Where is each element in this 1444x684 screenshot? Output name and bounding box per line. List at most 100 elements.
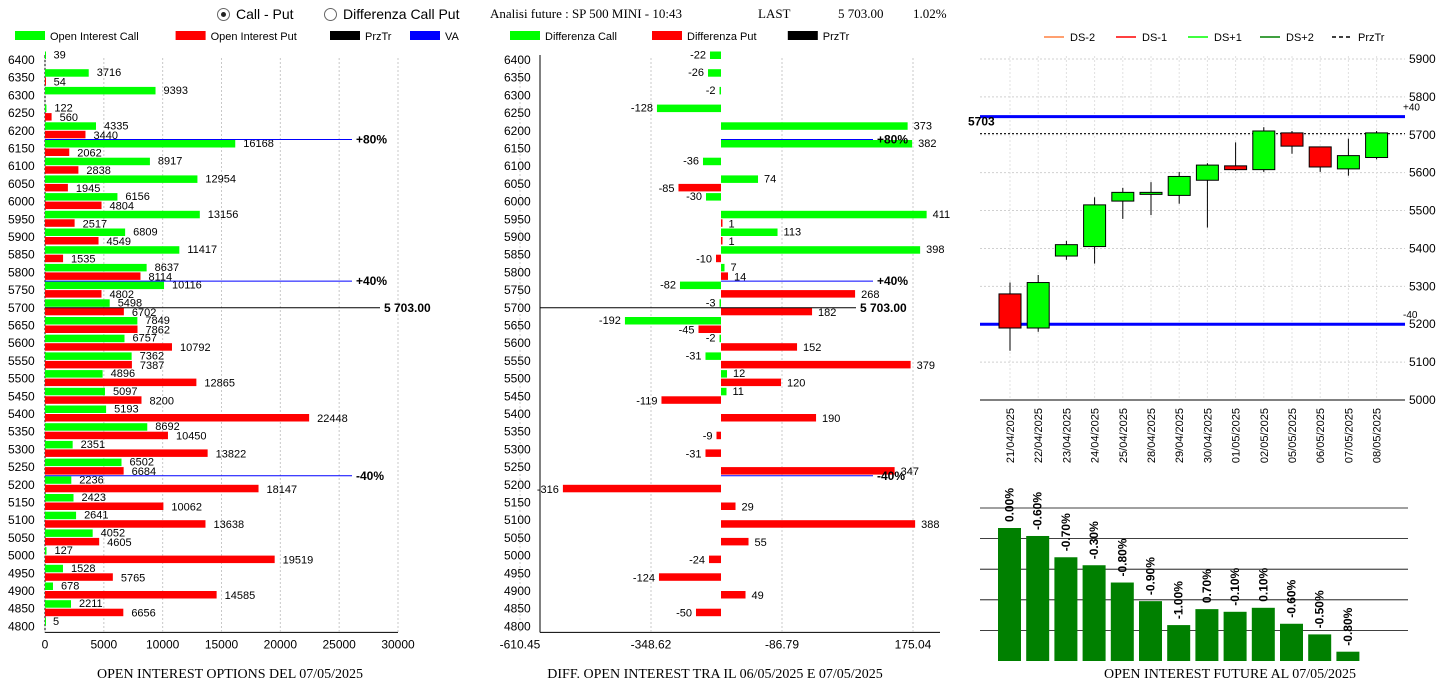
call-bar — [45, 228, 126, 236]
y-tick-label: 5150 — [504, 496, 531, 510]
y-tick-label: 5700 — [8, 301, 35, 315]
y-tick-label: 5250 — [8, 460, 35, 474]
diff-call-label: -36 — [683, 156, 699, 168]
last-label: LAST — [758, 6, 791, 21]
call-bar — [45, 387, 105, 396]
put-bar — [45, 219, 75, 227]
diff-call-label: -26 — [688, 67, 704, 79]
y-tick-label: 5650 — [8, 319, 35, 333]
diff-call-label: -2 — [706, 333, 716, 345]
legend-swatch — [652, 31, 682, 40]
y-tick-label: 5000 — [8, 549, 35, 563]
put-bar — [45, 537, 100, 546]
y-tick-label: 5950 — [504, 212, 531, 226]
y-tick-label: 4950 — [8, 566, 35, 580]
y-tick-label: 5550 — [8, 354, 35, 368]
oi-future-bar — [1026, 535, 1050, 661]
y-tick-label: 6400 — [8, 53, 35, 67]
call-bar — [45, 104, 47, 113]
y-tick-label: 5050 — [8, 531, 35, 545]
put-value-label: 3440 — [93, 130, 117, 142]
call-bar — [45, 370, 103, 378]
oi-future-label: -0.60% — [1031, 492, 1045, 530]
future-candlestick-chart: DS-2 DS-1 DS+1 DS+2 PrzTr 5000 5100 5200 5300 540… — [968, 32, 1436, 463]
legend-label: DS-1 — [1142, 32, 1167, 44]
diff-call-bar — [705, 352, 721, 360]
top-bar: Call - Put Differenza Call Put Analisi f… — [0, 0, 1444, 28]
diff-put-bar — [705, 449, 721, 457]
legend-label: DS+1 — [1214, 32, 1242, 44]
call-bar — [45, 157, 150, 166]
call-value-label: 8637 — [155, 262, 179, 274]
radio-call-put[interactable]: Call - Put — [217, 6, 294, 22]
x-tick-label: 21/04/2025 — [1005, 408, 1017, 463]
y-tick-label: 5200 — [504, 478, 531, 492]
x-tick-label: 22/04/2025 — [1033, 408, 1045, 463]
oi-future-bar — [1223, 611, 1247, 661]
diff-put-bar — [721, 219, 723, 227]
x-tick-label: -610.45 — [500, 637, 541, 651]
call-value-label: 678 — [61, 581, 79, 593]
diff-put-bar — [678, 183, 721, 192]
diff-put-label: 120 — [787, 378, 805, 390]
y-tick-label: 5750 — [8, 283, 35, 297]
radio-difference[interactable]: Differenza Call Put — [324, 6, 459, 22]
diff-put-bar — [721, 591, 746, 599]
y-tick-label: 5500 — [504, 372, 531, 386]
y-tick-label: 5450 — [8, 389, 35, 403]
diff-call-label: -22 — [690, 50, 706, 62]
diff-put-label: -85 — [659, 183, 675, 195]
diff-put-bar — [721, 378, 782, 387]
diff-put-label: 347 — [901, 466, 919, 478]
put-value-label: 10062 — [171, 502, 202, 514]
put-bar — [45, 113, 52, 121]
diff-put-label: -24 — [689, 555, 705, 567]
y-tick-label: 6150 — [8, 142, 35, 156]
legend-label: PrzTr — [1358, 32, 1385, 44]
x-tick-label: 07/05/2025 — [1343, 408, 1355, 463]
put-bar — [45, 414, 310, 422]
put-bar — [45, 555, 275, 564]
put-value-label: 18147 — [267, 484, 298, 496]
y-tick-label: 6300 — [504, 88, 531, 102]
oi-future-bar — [1139, 601, 1162, 661]
call-bar — [45, 476, 72, 484]
put-value-label: 2062 — [77, 148, 101, 160]
diff-call-bar — [721, 370, 728, 378]
call-value-label: 2351 — [81, 439, 105, 451]
diff-call-bar — [721, 246, 921, 254]
y-tick-label: 5300 — [1409, 279, 1436, 293]
oi-future-bar — [1336, 651, 1360, 661]
diff-put-bar — [721, 360, 911, 369]
diff-put-label: -10 — [696, 254, 712, 266]
call-bar — [45, 299, 110, 307]
diff-call-label: 373 — [914, 120, 932, 132]
annotation-label: -40% — [356, 469, 384, 483]
call-value-label: 13156 — [208, 209, 239, 221]
put-value-label: 22448 — [317, 413, 348, 425]
oi-future-bar — [1280, 623, 1303, 661]
diff-put-label: -50 — [676, 608, 692, 620]
call-bar — [45, 317, 138, 325]
radio-difference-label: Differenza Call Put — [343, 6, 460, 22]
put-value-label: 8114 — [148, 271, 172, 283]
call-value-label: 1528 — [71, 563, 95, 575]
put-value-label: 6702 — [132, 307, 156, 319]
diff-call-label: 411 — [933, 209, 951, 221]
radio-empty-icon — [324, 7, 337, 21]
y-tick-label: 5850 — [8, 248, 35, 262]
call-value-label: 6502 — [130, 457, 154, 469]
options-chart-title: OPEN INTEREST OPTIONS DEL 07/05/2025 — [97, 667, 363, 682]
y-tick-label: 4950 — [504, 566, 531, 580]
diff-put-label: -119 — [636, 395, 657, 407]
call-value-label: 39 — [53, 50, 65, 62]
put-value-label: 6684 — [132, 466, 156, 478]
put-bar — [45, 360, 132, 369]
analysis-label: Analisi future : SP 500 MINI - 10:43 — [490, 6, 682, 21]
y-tick-label: 5250 — [504, 460, 531, 474]
put-bar — [45, 608, 124, 617]
legend-label: DS-2 — [1070, 32, 1095, 44]
oi-future-bar — [998, 528, 1021, 661]
x-tick-label: 28/04/2025 — [1146, 408, 1158, 463]
diff-call-bar — [705, 193, 721, 201]
